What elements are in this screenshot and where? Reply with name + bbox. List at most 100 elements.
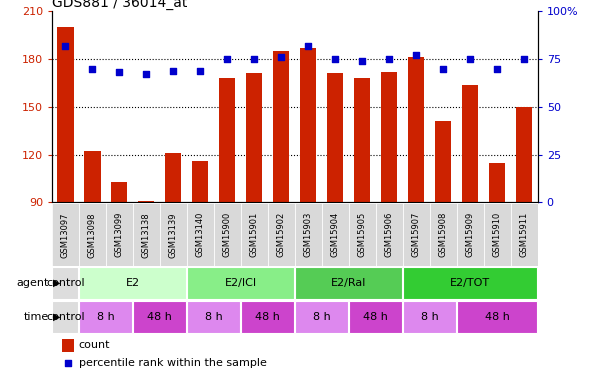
Text: GSM15910: GSM15910: [492, 212, 502, 257]
Bar: [52, 202, 79, 266]
Point: [492, 66, 502, 72]
Bar: [322, 202, 349, 266]
Text: E2: E2: [126, 278, 140, 288]
Text: GSM15909: GSM15909: [466, 212, 475, 257]
Bar: [111, 182, 128, 203]
Bar: [192, 161, 208, 202]
Text: agent: agent: [16, 278, 49, 288]
Bar: [57, 27, 73, 202]
Bar: [381, 72, 397, 202]
Text: E2/Ral: E2/Ral: [331, 278, 367, 288]
Text: 8 h: 8 h: [313, 312, 331, 322]
Bar: [246, 74, 262, 202]
Point: [249, 56, 259, 62]
Point: [169, 68, 178, 74]
Bar: [241, 202, 268, 266]
Bar: [187, 267, 294, 299]
Text: 8 h: 8 h: [205, 312, 223, 322]
Bar: [435, 121, 452, 202]
Bar: [268, 202, 295, 266]
Bar: [187, 202, 214, 266]
Bar: [273, 51, 290, 202]
Bar: [295, 267, 402, 299]
Text: 48 h: 48 h: [364, 312, 388, 322]
Bar: [462, 85, 478, 203]
Bar: [133, 301, 186, 333]
Bar: [84, 152, 100, 202]
Point: [304, 43, 313, 49]
Bar: [187, 301, 240, 333]
Text: GSM13099: GSM13099: [115, 212, 124, 257]
Text: 8 h: 8 h: [421, 312, 439, 322]
Bar: [484, 202, 511, 266]
Point: [276, 54, 286, 60]
Bar: [349, 202, 376, 266]
Bar: [456, 301, 537, 333]
Bar: [408, 57, 424, 202]
Point: [466, 56, 475, 62]
Text: GSM13098: GSM13098: [88, 212, 97, 258]
Text: GSM15900: GSM15900: [223, 212, 232, 257]
Point: [142, 71, 152, 77]
Bar: [295, 301, 348, 333]
Text: GDS881 / 36014_at: GDS881 / 36014_at: [52, 0, 188, 10]
Bar: [403, 301, 456, 333]
Bar: [62, 339, 74, 352]
Text: GSM15908: GSM15908: [439, 212, 448, 257]
Bar: [79, 301, 132, 333]
Bar: [160, 202, 187, 266]
Bar: [79, 267, 186, 299]
Bar: [403, 267, 537, 299]
Text: 48 h: 48 h: [147, 312, 172, 322]
Bar: [354, 78, 370, 203]
Bar: [516, 107, 532, 202]
Point: [411, 52, 421, 58]
Text: GSM13097: GSM13097: [61, 212, 70, 258]
Text: control: control: [46, 278, 85, 288]
Text: GSM13138: GSM13138: [142, 212, 151, 258]
Text: GSM15907: GSM15907: [412, 212, 421, 257]
Point: [384, 56, 394, 62]
Point: [331, 56, 340, 62]
Bar: [241, 301, 294, 333]
Bar: [456, 202, 484, 266]
Bar: [52, 301, 78, 333]
Bar: [403, 202, 430, 266]
Text: GSM15903: GSM15903: [304, 212, 313, 257]
Text: control: control: [46, 312, 85, 322]
Point: [87, 66, 97, 72]
Bar: [52, 267, 78, 299]
Bar: [300, 48, 316, 202]
Bar: [295, 202, 322, 266]
Text: percentile rank within the sample: percentile rank within the sample: [79, 358, 266, 368]
Text: GSM15902: GSM15902: [277, 212, 286, 257]
Bar: [165, 153, 181, 203]
Point: [222, 56, 232, 62]
Text: ▶: ▶: [53, 278, 60, 288]
Bar: [138, 201, 155, 202]
Text: 48 h: 48 h: [255, 312, 280, 322]
Bar: [376, 202, 403, 266]
Text: GSM15901: GSM15901: [250, 212, 259, 257]
Bar: [106, 202, 133, 266]
Text: 8 h: 8 h: [97, 312, 115, 322]
Text: GSM13140: GSM13140: [196, 212, 205, 257]
Point: [63, 360, 73, 366]
Text: ▶: ▶: [53, 312, 60, 322]
Bar: [349, 301, 402, 333]
Bar: [327, 74, 343, 202]
Text: 48 h: 48 h: [485, 312, 510, 322]
Text: GSM15904: GSM15904: [331, 212, 340, 257]
Bar: [511, 202, 538, 266]
Text: GSM15911: GSM15911: [520, 212, 529, 257]
Point: [519, 56, 529, 62]
Bar: [79, 202, 106, 266]
Text: count: count: [79, 340, 110, 350]
Point: [357, 58, 367, 64]
Bar: [133, 202, 160, 266]
Text: E2/TOT: E2/TOT: [450, 278, 490, 288]
Point: [196, 68, 205, 74]
Text: time: time: [24, 312, 49, 322]
Point: [114, 69, 124, 75]
Text: GSM13139: GSM13139: [169, 212, 178, 258]
